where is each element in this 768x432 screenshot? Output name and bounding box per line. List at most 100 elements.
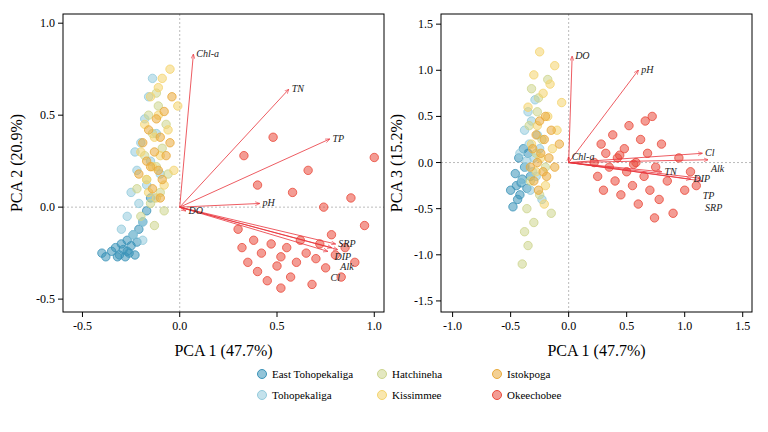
point	[253, 181, 261, 189]
point	[135, 199, 143, 207]
y-tick-label: -0.5	[414, 202, 433, 216]
point	[542, 172, 550, 180]
x-tick	[374, 312, 375, 317]
point	[152, 115, 160, 123]
x-tick-label: 0.0	[561, 319, 576, 333]
point	[509, 203, 517, 211]
point	[146, 162, 154, 170]
point	[144, 111, 152, 119]
y-tick	[436, 208, 441, 209]
point	[146, 93, 154, 101]
point	[535, 48, 543, 56]
point	[516, 149, 524, 157]
y-tick-label: 0.5	[418, 109, 433, 123]
point	[164, 126, 172, 134]
loading-arrow	[180, 207, 336, 244]
legend: East TohopekaligaTohopekaligaHatchinehaK…	[258, 368, 562, 401]
point	[663, 177, 671, 185]
y-tick-label: 1.0	[40, 16, 55, 30]
zero-line	[63, 207, 384, 208]
point	[319, 203, 327, 211]
loading-label: DO	[574, 50, 589, 61]
legend-marker	[493, 391, 502, 400]
loading-label: pH	[640, 64, 654, 75]
y-tick-label: 0.0	[418, 156, 433, 170]
point	[650, 214, 658, 222]
loading-label: Chl-a	[572, 151, 595, 162]
panel: DOpHChl-aClAlkTNDIPTPSRP-1.0-0.50.00.51.…	[388, 14, 752, 360]
point	[518, 260, 526, 268]
y-tick-label: 1.0	[418, 63, 433, 77]
point	[513, 195, 521, 203]
point	[525, 121, 533, 129]
point	[532, 131, 540, 139]
point	[555, 140, 563, 148]
point	[277, 284, 285, 292]
point	[158, 74, 166, 82]
point	[312, 254, 320, 262]
y-tick-label: -1.5	[414, 294, 433, 308]
x-tick-label: 0.5	[270, 319, 285, 333]
x-tick-label: 1.5	[735, 319, 750, 333]
loading-label: SRP	[338, 238, 355, 249]
point	[551, 61, 559, 69]
point	[133, 185, 141, 193]
loading-arrow	[180, 139, 330, 207]
point	[634, 200, 642, 208]
points	[98, 65, 379, 292]
loading-arrow	[180, 54, 194, 207]
x-tick-label: 1.0	[677, 319, 692, 333]
x-tick	[452, 312, 453, 317]
y-tick	[58, 299, 63, 300]
point	[537, 149, 545, 157]
point	[609, 131, 617, 139]
loading-label: TP	[703, 190, 715, 201]
point	[534, 186, 542, 194]
x-tick-label: -0.5	[501, 319, 520, 333]
point	[244, 258, 252, 266]
point	[257, 249, 265, 257]
point	[599, 186, 607, 194]
point	[154, 83, 162, 91]
point	[123, 212, 131, 220]
point	[117, 225, 125, 233]
point	[288, 188, 296, 196]
point	[680, 186, 688, 194]
legend-label: Okeechobee	[507, 389, 561, 401]
point	[292, 258, 300, 266]
point	[139, 139, 147, 147]
point	[625, 121, 633, 129]
points	[506, 48, 700, 269]
point	[129, 231, 137, 239]
x-tick	[568, 312, 569, 317]
y-tick	[58, 115, 63, 116]
point	[170, 166, 178, 174]
point	[135, 170, 143, 178]
zero-line	[179, 14, 180, 312]
point	[611, 177, 619, 185]
point	[137, 212, 145, 220]
point	[547, 126, 555, 134]
x-tick	[684, 312, 685, 317]
point	[641, 117, 649, 125]
x-tick	[626, 312, 627, 317]
point	[137, 148, 145, 156]
point	[511, 169, 519, 177]
point	[530, 218, 538, 226]
loading-arrow	[569, 70, 639, 162]
point	[302, 249, 310, 257]
point	[304, 166, 312, 174]
point	[150, 221, 158, 229]
loading-label: TN	[292, 83, 306, 94]
legend-label: Hatchineha	[392, 368, 442, 380]
loadings	[180, 54, 338, 251]
loading-label: TN	[664, 166, 678, 177]
loading-arrow	[568, 157, 569, 163]
y-axis-label: PCA 2 (20.9%)	[8, 114, 26, 212]
loading-label: DIP	[692, 173, 710, 184]
loading-label: pH	[261, 197, 275, 208]
point	[646, 186, 654, 194]
point	[269, 133, 277, 141]
point	[526, 186, 534, 194]
x-tick	[82, 312, 83, 317]
